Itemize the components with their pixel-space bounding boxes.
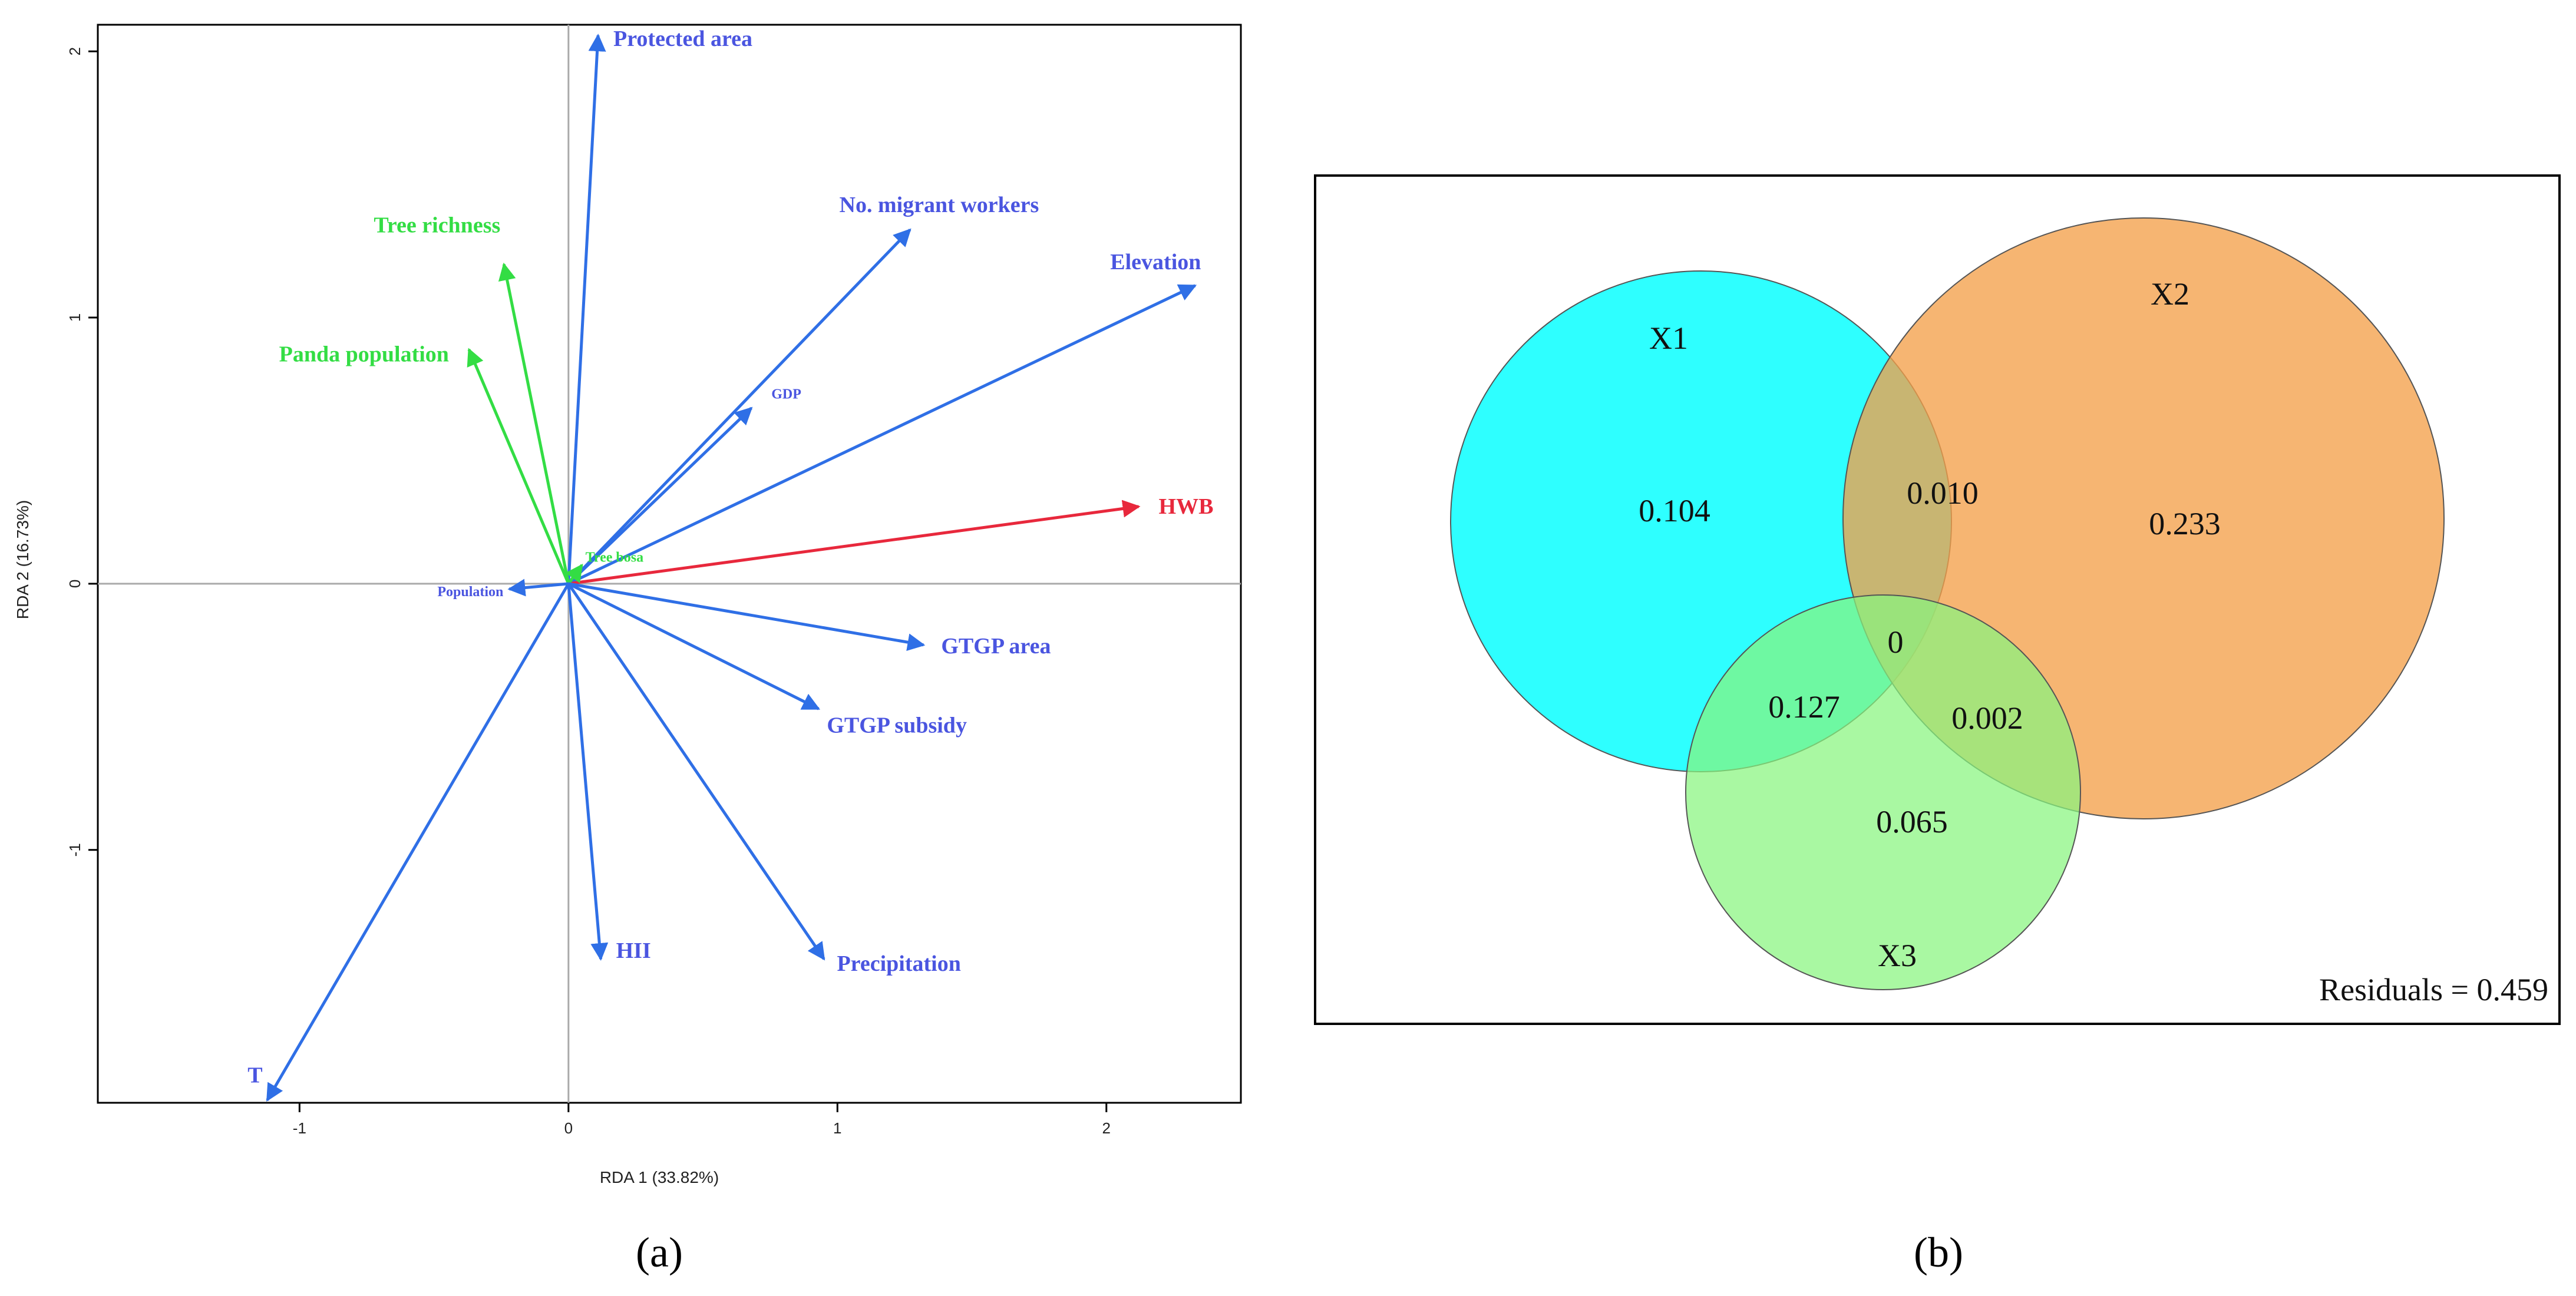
vector-label-t: T (247, 1063, 262, 1087)
vector-label-gdp: GDP (771, 387, 801, 402)
plot-frame (97, 24, 1242, 1104)
venn-label-x3: X3 (1878, 938, 1917, 973)
venn-value-x3-only: 0.065 (1876, 804, 1948, 839)
vector-label-panda-population: Panda population (279, 342, 449, 366)
venn-label-x1: X1 (1649, 320, 1688, 356)
x-axis-title: RDA 1 (33.82%) (600, 1168, 719, 1186)
rda-biplot: -1 0 1 2 2 1 0 -1 Protected area No. migrant wor… (14, 24, 1242, 1276)
x-tick-label: 2 (1102, 1119, 1111, 1137)
residuals-label: Residuals = 0.459 (2319, 972, 2548, 1007)
vector-t (266, 583, 570, 1102)
vector-label-population: Population (437, 584, 503, 600)
x-tick-label: 0 (564, 1119, 573, 1137)
venn-value-x2-only: 0.233 (2149, 506, 2221, 541)
y-axis-title: RDA 2 (16.73%) (14, 500, 32, 619)
vector-no-migrant-workers (567, 228, 911, 585)
vector-label-protected-area: Protected area (613, 27, 752, 51)
y-tick-label: 1 (66, 313, 84, 322)
vector-tree-richness (498, 262, 570, 584)
zero-lines (98, 25, 1241, 1103)
vector-label-gtgp-area: GTGP area (941, 634, 1051, 659)
vector-tree-bosa (565, 563, 583, 585)
y-tick-label: -1 (66, 843, 84, 857)
vector-population (507, 578, 569, 597)
x-tick-label: -1 (293, 1119, 306, 1137)
panel-label-a: (a) (636, 1229, 683, 1276)
vector-elevation (567, 284, 1197, 586)
venn-value-x1-x2: 0.010 (1907, 475, 1979, 511)
venn-label-x2: X2 (2151, 276, 2189, 312)
venn-value-x1-only: 0.104 (1639, 493, 1710, 528)
venn-diagram: X1 X2 X3 0.104 0.010 0.233 0 0.127 0.002… (1314, 174, 2561, 1276)
vector-label-elevation: Elevation (1110, 250, 1201, 275)
vector-label-hwb: HWB (1159, 494, 1214, 519)
vector-label-tree-bosa: Tree bosa (586, 550, 643, 565)
venn-value-all: 0 (1888, 624, 1904, 660)
y-tick-label: 0 (66, 580, 84, 588)
panel-label-b: (b) (1914, 1229, 1963, 1276)
vector-hii (567, 583, 609, 961)
axis-ticks: -1 0 1 2 2 1 0 -1 (66, 47, 1111, 1137)
vector-panda-population (467, 348, 570, 584)
vector-label-no-migrant-workers: No. migrant workers (840, 193, 1039, 217)
vector-label-gtgp-subsidy: GTGP subsidy (827, 713, 967, 738)
vector-gtgp-area (568, 582, 926, 652)
vector-gdp (567, 406, 753, 585)
vector-label-tree-richness: Tree richness (374, 213, 500, 238)
x-tick-label: 1 (833, 1119, 841, 1137)
y-tick-label: 2 (66, 47, 84, 55)
vectors: Protected area No. migrant workers Elevati… (247, 27, 1214, 1102)
vector-hwb (568, 500, 1141, 586)
venn-value-x1-x3: 0.127 (1768, 689, 1840, 725)
venn-value-x2-x3: 0.002 (1951, 700, 2023, 736)
venn-set-x3 (1685, 594, 2081, 990)
vector-label-precipitation: Precipitation (837, 951, 960, 976)
vector-precipitation (567, 583, 825, 961)
vector-label-hii: HII (616, 938, 651, 963)
vector-gtgp-subsidy (567, 582, 821, 710)
vector-protected-area (567, 34, 606, 584)
